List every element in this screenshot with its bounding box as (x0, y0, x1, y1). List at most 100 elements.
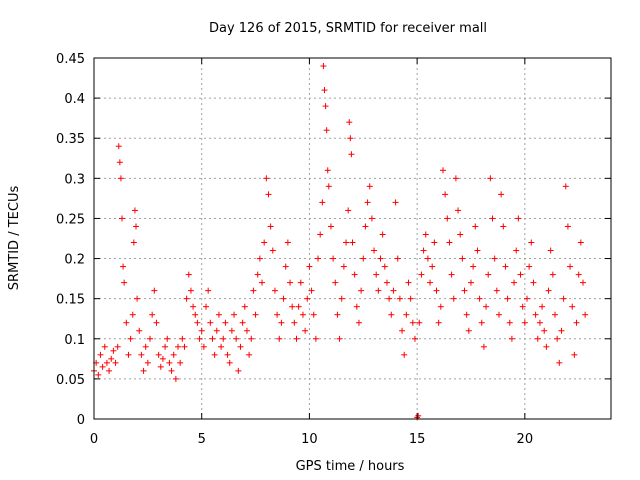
x-tick-label: 20 (517, 432, 534, 447)
data-point (215, 311, 222, 318)
data-point (280, 295, 287, 302)
data-point (310, 311, 317, 318)
data-point (358, 287, 365, 294)
chart-title: Day 126 of 2015, SRMTID for receiver mal… (209, 21, 487, 36)
data-point (175, 343, 182, 350)
data-point (308, 287, 315, 294)
data-point (322, 103, 329, 110)
data-point (386, 295, 393, 302)
data-point (203, 303, 210, 310)
data-point (267, 223, 274, 230)
data-point (108, 355, 115, 362)
data-point (321, 87, 328, 94)
data-point (185, 271, 192, 278)
data-point (463, 311, 470, 318)
data-point (237, 343, 244, 350)
data-point (274, 311, 281, 318)
data-point (330, 255, 337, 262)
x-tick-label: 10 (301, 432, 318, 447)
data-point (136, 327, 143, 334)
data-point (110, 347, 117, 354)
data-point (480, 343, 487, 350)
data-point (224, 351, 231, 358)
data-point (304, 295, 311, 302)
data-point (319, 199, 326, 206)
data-point (564, 223, 571, 230)
data-point (351, 271, 358, 278)
data-point (521, 319, 528, 326)
data-point (569, 303, 576, 310)
data-point (530, 279, 537, 286)
data-point (287, 279, 294, 286)
y-tick-label: 0.4 (64, 92, 85, 107)
data-point (427, 279, 434, 286)
data-point (101, 343, 108, 350)
data-point (320, 63, 327, 70)
data-point (478, 319, 485, 326)
data-point (297, 279, 304, 286)
data-point (519, 303, 526, 310)
data-point (461, 287, 468, 294)
data-point (289, 303, 296, 310)
data-point (293, 335, 300, 342)
data-point (103, 359, 110, 366)
data-point (149, 311, 156, 318)
data-point (278, 319, 285, 326)
data-point (399, 327, 406, 334)
data-point (127, 335, 134, 342)
data-point (571, 351, 578, 358)
data-point (332, 279, 339, 286)
data-point (343, 239, 350, 246)
data-point (170, 351, 177, 358)
data-point (269, 247, 276, 254)
y-tick-label: 0.45 (56, 52, 85, 67)
data-point (362, 223, 369, 230)
data-point (450, 295, 457, 302)
data-point (130, 239, 137, 246)
data-point (243, 327, 250, 334)
data-point (504, 295, 511, 302)
data-point (312, 335, 319, 342)
data-point (259, 279, 266, 286)
data-point (495, 311, 502, 318)
x-tick-label: 0 (90, 432, 98, 447)
data-point (271, 287, 278, 294)
data-point (241, 303, 248, 310)
data-point (517, 271, 524, 278)
data-point (261, 239, 268, 246)
data-point (433, 287, 440, 294)
data-point (459, 255, 466, 262)
data-point (549, 271, 556, 278)
data-point (157, 363, 164, 370)
data-point (327, 223, 334, 230)
data-point (567, 263, 574, 270)
data-point (353, 303, 360, 310)
data-point (323, 127, 330, 134)
data-point (558, 327, 565, 334)
data-point (448, 271, 455, 278)
y-tick-label: 0.25 (56, 212, 85, 227)
data-point (547, 247, 554, 254)
data-point (560, 295, 567, 302)
x-tick-label: 15 (409, 432, 426, 447)
data-point (515, 215, 522, 222)
data-point (153, 319, 160, 326)
data-point (317, 231, 324, 238)
data-point (164, 335, 171, 342)
data-point (346, 119, 353, 126)
data-point (218, 343, 225, 350)
data-point (474, 247, 481, 254)
data-point (117, 175, 124, 182)
data-point (131, 207, 138, 214)
data-point (422, 231, 429, 238)
data-point (340, 263, 347, 270)
data-point (248, 335, 255, 342)
data-point (579, 279, 586, 286)
data-point (373, 271, 380, 278)
data-point (523, 295, 530, 302)
data-point (168, 367, 175, 374)
data-point (254, 271, 261, 278)
points-layer (91, 63, 589, 421)
data-point (368, 215, 375, 222)
y-tick-label: 0.1 (64, 333, 85, 348)
